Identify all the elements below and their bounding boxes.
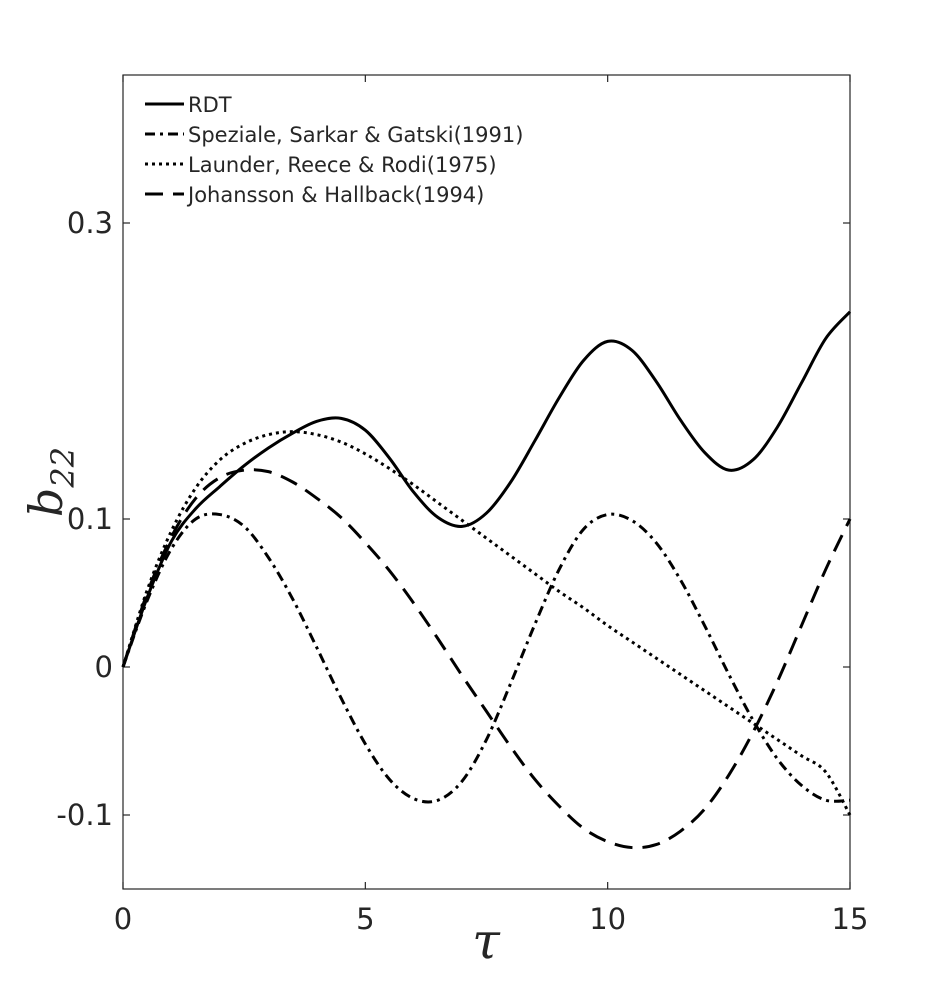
x-tick-label: 10 <box>589 902 626 936</box>
y-tick-label: 0 <box>95 650 113 684</box>
y-axis-title-sub: 22 <box>44 447 82 489</box>
y-tick-label: 0.3 <box>67 206 113 240</box>
legend-label-johansson-hallback-1994: Johansson & Hallback(1994) <box>186 183 484 207</box>
x-axis-title: τ <box>472 912 501 970</box>
y-tick-label: -0.1 <box>56 798 113 832</box>
x-tick-label: 0 <box>114 902 132 936</box>
y-axis-title-main: b <box>19 488 73 517</box>
svg-text:b22: b22 <box>19 447 82 517</box>
legend-label-launder-reece-rodi-1975: Launder, Reece & Rodi(1975) <box>188 153 497 177</box>
y-tick-label: 0.1 <box>67 502 113 536</box>
series-line-johansson-hallback-1994 <box>121 468 852 850</box>
legend: RDT Speziale, Sarkar & Gatski(1991) Launde… <box>145 93 523 207</box>
plot-area <box>122 74 851 890</box>
x-tick-label: 15 <box>832 902 869 936</box>
series-line-rdt <box>121 310 852 668</box>
legend-label-rdt: RDT <box>188 93 232 117</box>
x-tick-label: 5 <box>356 902 374 936</box>
axis-ticks: 0 5 10 15 -0.1 0 0.1 0.3 <box>56 75 868 936</box>
series-group <box>121 310 852 850</box>
legend-label-speziale-sarkar-gatski-1991: Speziale, Sarkar & Gatski(1991) <box>188 123 523 147</box>
y-axis-title: b22 <box>19 447 82 517</box>
series-line-speziale-sarkar-gatski-1991 <box>121 512 851 804</box>
